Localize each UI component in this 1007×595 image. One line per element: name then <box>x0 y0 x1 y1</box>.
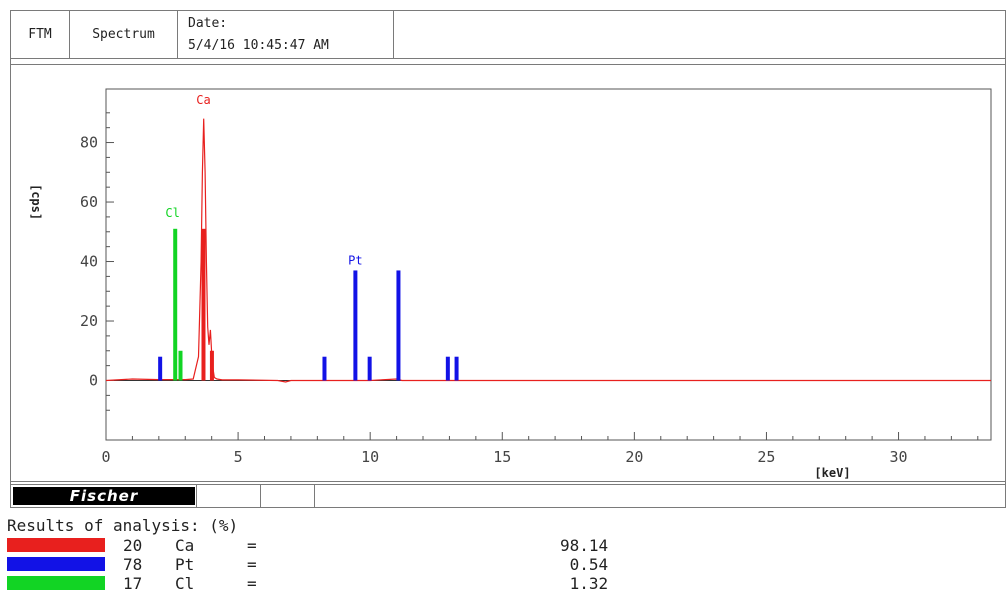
color-swatch <box>7 557 105 571</box>
element-symbol: Cl <box>175 574 195 593</box>
date-label: Date: <box>188 16 228 31</box>
mode-cell: Spectrum <box>70 11 178 58</box>
footer-cell-1 <box>197 485 261 508</box>
results-panel: Results of analysis: (%) 20 Ca = 98.14 7… <box>7 516 608 593</box>
equals-sign: = <box>247 574 257 593</box>
element-symbol: Ca <box>175 536 195 555</box>
y-tick-label: 80 <box>80 134 98 152</box>
concentration-value: 0.54 <box>569 555 609 574</box>
method-cell: FTM <box>11 11 70 58</box>
element-line-pt <box>353 270 358 381</box>
y-tick-label: 40 <box>80 253 98 271</box>
y-tick-label: 0 <box>89 372 98 390</box>
date-cell: Date: 5/4/16 10:45:47 AM <box>178 11 394 58</box>
element-line-ca <box>209 350 214 381</box>
footer-cell-logo <box>11 485 197 508</box>
peak-label-cl: Cl <box>165 206 179 220</box>
date-value: 5/4/16 10:45:47 AM <box>188 38 329 53</box>
atomic-number: 20 <box>123 536 143 555</box>
atomic-number: 17 <box>123 574 143 593</box>
result-row-cl: 17 Cl = 1.32 <box>7 574 608 593</box>
method-label: FTM <box>28 27 52 42</box>
plot-border <box>105 88 992 441</box>
plot-area: 0 5 10 15 20 25 30 0 20 40 60 80 [keV] [cps] Ca Cl Pt <box>11 64 1005 482</box>
x-axis-label: [keV] <box>814 466 850 480</box>
color-swatch <box>7 538 105 552</box>
x-tick-label: 0 <box>101 448 110 466</box>
element-line-pt <box>396 270 401 381</box>
x-tick-label: 20 <box>625 448 643 466</box>
footer-cell-2 <box>261 485 315 508</box>
x-tick-label: 10 <box>361 448 379 466</box>
atomic-number: 78 <box>123 555 143 574</box>
y-tick-label: 60 <box>80 193 98 211</box>
element-line-pt <box>158 356 163 381</box>
results-title: Results of analysis: (%) <box>7 516 239 535</box>
fischer-logo: Fischer <box>13 487 195 505</box>
report-header: FTM Spectrum Date: 5/4/16 10:45:47 AM <box>11 11 1005 59</box>
peak-label-ca: Ca <box>196 93 210 107</box>
equals-sign: = <box>247 536 257 555</box>
element-line-pt <box>322 356 327 381</box>
element-line-pt <box>367 356 372 381</box>
x-tick-label: 15 <box>493 448 511 466</box>
footer-bar: Fischer <box>11 484 1005 508</box>
spectrum-chart: 0 5 10 15 20 25 30 0 20 40 60 80 [keV] [cps] Ca Cl Pt <box>29 88 992 480</box>
element-line-pt <box>445 356 450 381</box>
x-tick-label: 30 <box>890 448 908 466</box>
x-tick-label: 25 <box>757 448 775 466</box>
peak-label-pt: Pt <box>348 254 362 268</box>
element-line-ca <box>201 228 206 381</box>
element-line-cl <box>178 350 183 381</box>
concentration-value: 1.32 <box>569 574 609 593</box>
mode-label: Spectrum <box>92 27 155 42</box>
x-tick-label: 5 <box>234 448 243 466</box>
spectrum-report-frame: FTM Spectrum Date: 5/4/16 10:45:47 AM 0 5… <box>10 10 1006 508</box>
result-row-ca: 20 Ca = 98.14 <box>7 536 608 555</box>
color-swatch <box>7 576 105 590</box>
element-line-pt <box>454 356 459 381</box>
y-axis-label: [cps] <box>29 184 43 220</box>
result-row-pt: 78 Pt = 0.54 <box>7 555 608 574</box>
equals-sign: = <box>247 555 257 574</box>
element-line-cl <box>173 228 178 381</box>
spectrum-curve <box>105 118 991 383</box>
y-tick-label: 20 <box>80 312 98 330</box>
concentration-value: 98.14 <box>560 536 609 555</box>
logo-text: Fischer <box>69 487 139 505</box>
element-symbol: Pt <box>175 555 195 574</box>
